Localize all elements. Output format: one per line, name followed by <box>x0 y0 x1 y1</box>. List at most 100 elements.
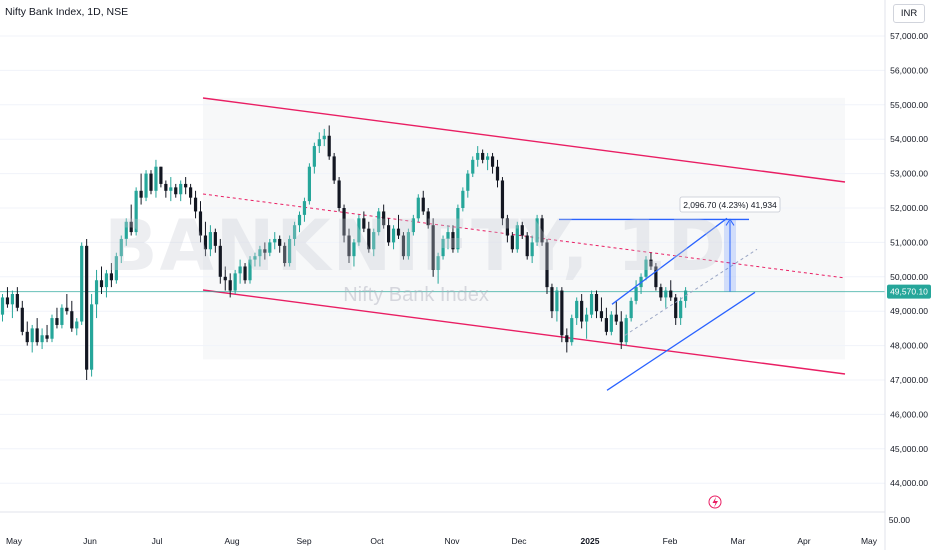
time-axis-label: Aug <box>224 536 239 546</box>
candle-body <box>60 307 64 325</box>
candle-body <box>416 197 420 219</box>
candle-body <box>198 211 203 236</box>
last-price-tag-bg <box>887 284 931 299</box>
candle-body <box>624 318 628 343</box>
candle-body <box>243 266 247 281</box>
candle-body <box>0 297 5 315</box>
candle-body <box>129 221 133 233</box>
candle-body <box>218 245 222 277</box>
price-axis-label: 48,000.00 <box>890 341 928 351</box>
candle-body <box>570 318 574 343</box>
candle-body <box>614 314 618 322</box>
price-axis-label: 52,000.00 <box>890 203 928 213</box>
candle-body <box>555 290 559 312</box>
candle-body <box>357 218 361 243</box>
candle-body <box>45 335 49 339</box>
price-axis-label: 55,000.00 <box>890 100 928 110</box>
candle-body <box>75 321 79 329</box>
candle-body <box>481 152 485 160</box>
last-price-tag: 49,570.10 <box>887 284 931 299</box>
price-axis-label: 50,000.00 <box>890 272 928 282</box>
candle-body <box>164 183 168 191</box>
candle-body <box>30 328 34 343</box>
candle-body <box>609 314 613 332</box>
candle-body <box>391 228 396 243</box>
candle-body <box>352 242 356 257</box>
candle-body <box>223 276 227 281</box>
candle-body <box>109 273 113 281</box>
candles-group <box>0 125 688 380</box>
candle-body <box>387 225 391 243</box>
candle-body <box>263 249 267 253</box>
candle-body <box>15 294 19 308</box>
candle-body <box>193 197 198 212</box>
candle-body <box>679 300 683 319</box>
wedge-lower-line <box>606 291 756 391</box>
candle-body <box>114 256 118 281</box>
symbol-title[interactable]: Nifty Bank Index, 1D, NSE <box>5 6 129 18</box>
candle-body <box>505 218 509 236</box>
candle-body <box>372 232 376 250</box>
candle-body <box>659 287 663 298</box>
candle-body <box>490 156 495 167</box>
candle-body <box>179 183 183 195</box>
candle-body <box>664 290 668 298</box>
candle-body <box>292 225 297 239</box>
candle-body <box>367 228 371 250</box>
candle-body <box>396 228 401 236</box>
candle-body <box>70 311 74 329</box>
candle-body <box>674 297 678 319</box>
candle-body <box>253 256 257 260</box>
candle-body <box>446 232 450 239</box>
candle-body <box>594 294 599 312</box>
candle-body <box>317 139 321 147</box>
time-axis-label: Sep <box>296 536 311 546</box>
candle-body <box>99 280 104 288</box>
price-axis-label: 57,000.00 <box>890 31 928 41</box>
candle-body <box>104 273 109 288</box>
price-axis-label: 51,000.00 <box>890 237 928 247</box>
candle-body <box>238 266 242 274</box>
candle-body <box>189 187 193 198</box>
currency-button[interactable]: INR <box>893 4 925 23</box>
candle-body <box>40 335 44 343</box>
candle-body <box>441 238 445 257</box>
time-axis-label: Nov <box>444 536 460 546</box>
candle-body <box>55 318 59 325</box>
measure-label-box <box>679 196 781 213</box>
candle-body <box>80 245 84 322</box>
candle-body <box>228 280 232 291</box>
candle-body <box>288 238 292 264</box>
candle-body <box>184 183 188 188</box>
candle-body <box>124 221 128 239</box>
price-axis-label: 50.00 <box>889 515 911 525</box>
time-axis-label: 2025 <box>581 536 600 546</box>
candle-body <box>258 249 262 257</box>
candle-body <box>203 235 208 250</box>
candle-body <box>545 242 549 288</box>
candle-body <box>669 290 673 298</box>
lightning-icon <box>712 497 718 508</box>
price-axis-bg <box>886 0 932 550</box>
candle-body <box>406 232 410 257</box>
candle-body <box>486 156 490 160</box>
candle-body <box>25 331 29 343</box>
candle-body <box>94 280 99 305</box>
candle-body <box>515 225 519 250</box>
last-price-tag-text: 49,570.10 <box>890 287 928 297</box>
candle-body <box>10 294 14 305</box>
candle-body <box>476 152 480 160</box>
candle-body <box>525 235 529 257</box>
candle-body <box>575 300 579 319</box>
candle-body <box>149 173 153 191</box>
candle-body <box>327 135 331 157</box>
time-axis-label: Apr <box>797 536 810 546</box>
candle-body <box>119 238 123 257</box>
price-axis-label: 46,000.00 <box>890 409 928 419</box>
candle-body <box>560 290 564 336</box>
candle-body <box>461 190 465 208</box>
price-axis-label: 53,000.00 <box>890 169 928 179</box>
candle-body <box>466 173 470 191</box>
